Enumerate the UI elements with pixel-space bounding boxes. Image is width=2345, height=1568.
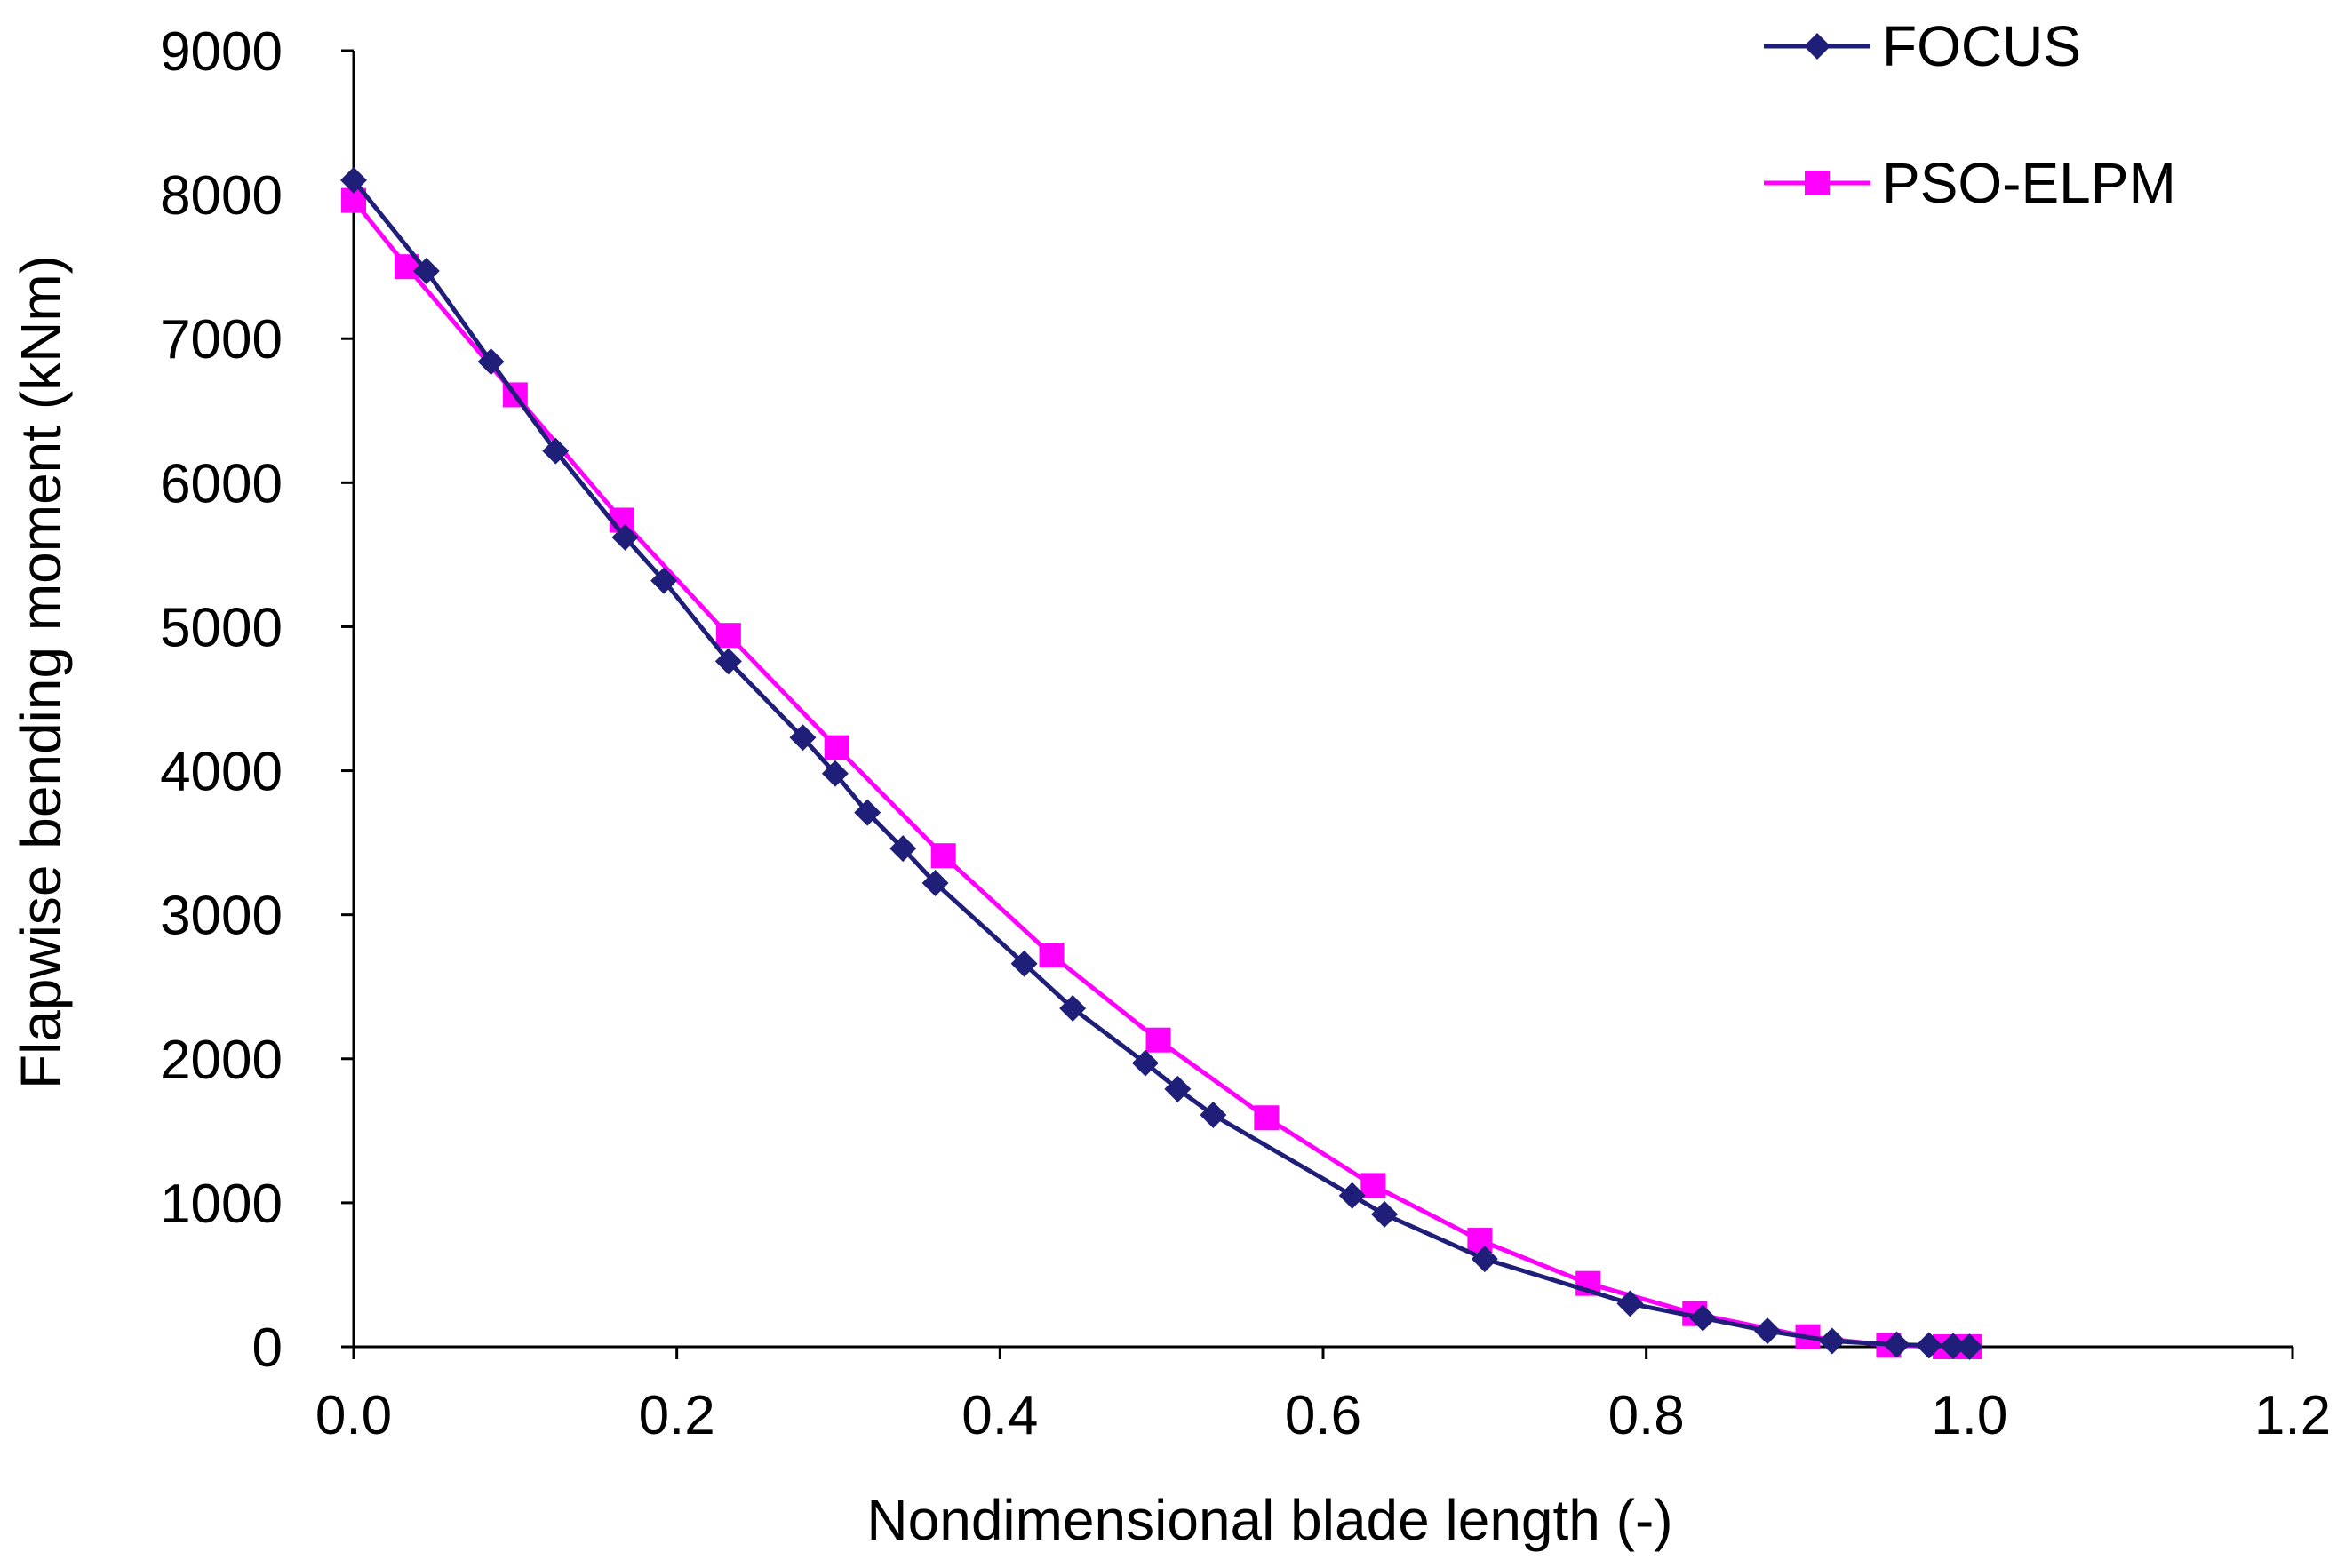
x-tick-label: 0.6 <box>1285 1385 1361 1446</box>
data-point-focus <box>1616 1290 1644 1317</box>
data-point-focus <box>1010 950 1038 977</box>
data-point-focus <box>477 348 505 376</box>
data-point-focus <box>821 760 849 787</box>
x-tick-label: 1.0 <box>1931 1385 2007 1446</box>
data-point-focus <box>1754 1317 1782 1345</box>
x-tick-label: 0.8 <box>1608 1385 1685 1446</box>
data-point-focus <box>1940 1333 1967 1360</box>
data-point-focus <box>921 870 949 897</box>
data-point-focus <box>789 724 817 752</box>
data-point-focus <box>1883 1331 1910 1358</box>
data-point-focus <box>854 799 881 826</box>
data-point-focus <box>1689 1304 1717 1332</box>
legend-label-focus: FOCUS <box>1882 14 2081 78</box>
y-tick-label: 0 <box>252 1317 283 1379</box>
legend-label-pso-elpm: PSO-ELPM <box>1882 151 2176 215</box>
data-point-focus <box>714 648 742 675</box>
x-ticks: 0.0 0.2 0.4 0.6 0.8 1.0 1.2 <box>315 1347 2331 1446</box>
x-tick-label: 0.2 <box>639 1385 715 1446</box>
y-tick-label: 5000 <box>160 597 283 658</box>
data-point-focus <box>611 523 639 551</box>
data-point-focus <box>1338 1182 1366 1209</box>
x-tick-label: 1.2 <box>2254 1385 2331 1446</box>
series-focus <box>340 166 1983 1360</box>
data-point-focus <box>889 835 917 863</box>
legend: FOCUS PSO-ELPM <box>1764 14 2176 215</box>
data-point-focus <box>1131 1049 1159 1077</box>
data-point-focus <box>412 258 440 285</box>
data-point-pso-elpm <box>1254 1105 1280 1131</box>
y-ticks: 0 1000 2000 3000 4000 5000 6000 7000 8000 9000 <box>160 21 354 1379</box>
data-point-focus <box>340 166 367 194</box>
data-point-focus <box>1200 1102 1227 1129</box>
data-point-pso-elpm <box>1360 1173 1386 1198</box>
series-layer <box>340 166 1983 1360</box>
series-line-focus <box>352 179 1970 1349</box>
data-point-focus <box>1956 1333 1983 1360</box>
data-point-pso-elpm <box>1467 1228 1493 1254</box>
y-axis-title: Flapwise bending moment (kNm) <box>9 255 73 1089</box>
data-point-focus <box>1818 1327 1846 1355</box>
data-point-focus <box>650 567 678 594</box>
y-tick-label: 8000 <box>160 165 283 227</box>
data-point-focus <box>542 437 570 465</box>
data-point-focus <box>1915 1332 1942 1359</box>
y-tick-label: 7000 <box>160 309 283 370</box>
y-tick-label: 3000 <box>160 886 283 947</box>
data-point-focus <box>1059 995 1087 1023</box>
x-axis-title: Nondimensional blade length (-) <box>866 1488 1672 1552</box>
data-point-pso-elpm <box>715 623 741 649</box>
y-tick-label: 9000 <box>160 21 283 83</box>
data-point-pso-elpm <box>1145 1027 1171 1053</box>
data-point-pso-elpm <box>824 735 849 760</box>
y-tick-label: 4000 <box>160 742 283 803</box>
data-point-pso-elpm <box>930 843 956 869</box>
y-tick-label: 2000 <box>160 1030 283 1091</box>
data-point-focus <box>1164 1075 1192 1102</box>
data-point-focus <box>1371 1200 1399 1228</box>
x-tick-label: 0.0 <box>315 1385 392 1446</box>
data-point-focus <box>1471 1246 1498 1273</box>
x-tick-label: 0.4 <box>961 1385 1038 1446</box>
y-tick-label: 6000 <box>160 453 283 514</box>
y-tick-label: 1000 <box>160 1174 283 1235</box>
legend-marker-focus <box>1804 33 1831 60</box>
legend-item-focus: FOCUS <box>1764 14 2081 78</box>
data-point-pso-elpm <box>1039 943 1065 968</box>
legend-item-pso-elpm: PSO-ELPM <box>1764 151 2176 215</box>
legend-marker-pso-elpm <box>1805 171 1830 195</box>
